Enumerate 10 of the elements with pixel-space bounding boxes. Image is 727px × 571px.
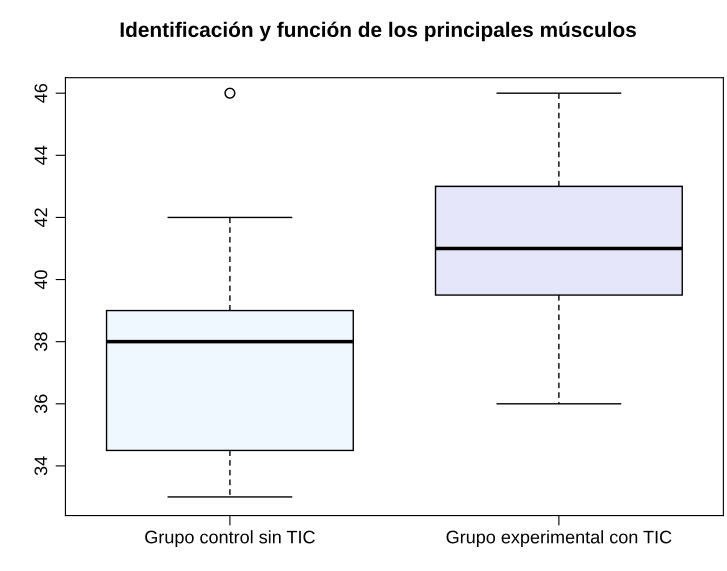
y-tick-label: 36 — [34, 394, 48, 414]
chart-title: Identificación y función de los principales músculos — [120, 22, 636, 42]
y-tick-label: 34 — [34, 456, 48, 476]
y-tick-label: 44 — [34, 146, 48, 165]
y-tick-label: 40 — [34, 270, 48, 290]
x-tick-label: Grupo control sin TIC — [145, 530, 315, 548]
y-tick-label: 42 — [34, 208, 48, 228]
y-tick-label: 46 — [34, 84, 48, 103]
y-tick-label: 38 — [34, 332, 48, 352]
x-tick-label: Grupo experimental con TIC — [446, 530, 672, 548]
